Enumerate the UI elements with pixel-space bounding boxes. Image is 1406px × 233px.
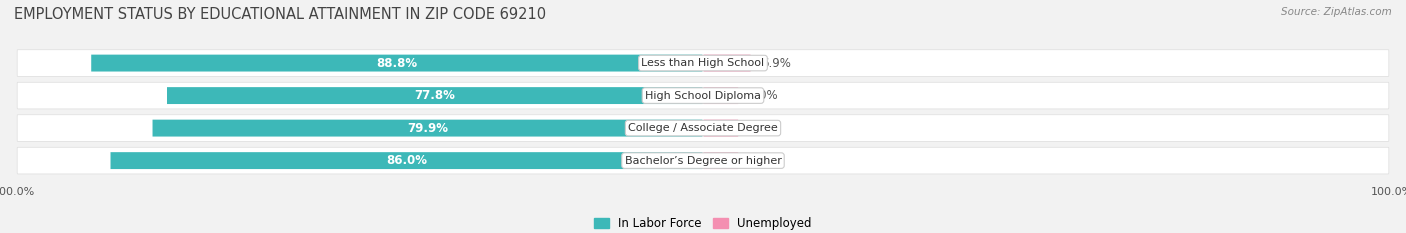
Text: EMPLOYMENT STATUS BY EDUCATIONAL ATTAINMENT IN ZIP CODE 69210: EMPLOYMENT STATUS BY EDUCATIONAL ATTAINM… (14, 7, 546, 22)
Text: 79.9%: 79.9% (408, 122, 449, 135)
FancyBboxPatch shape (152, 120, 703, 137)
FancyBboxPatch shape (703, 55, 751, 72)
Text: 86.0%: 86.0% (387, 154, 427, 167)
Text: 88.8%: 88.8% (377, 57, 418, 70)
FancyBboxPatch shape (91, 55, 703, 72)
FancyBboxPatch shape (17, 50, 1389, 76)
FancyBboxPatch shape (703, 120, 738, 137)
Text: 77.8%: 77.8% (415, 89, 456, 102)
Text: Source: ZipAtlas.com: Source: ZipAtlas.com (1281, 7, 1392, 17)
Text: High School Diploma: High School Diploma (645, 91, 761, 101)
Text: Bachelor’s Degree or higher: Bachelor’s Degree or higher (624, 156, 782, 166)
Text: 0.0%: 0.0% (748, 154, 778, 167)
Text: College / Associate Degree: College / Associate Degree (628, 123, 778, 133)
Text: 6.9%: 6.9% (761, 57, 790, 70)
FancyBboxPatch shape (703, 152, 738, 169)
FancyBboxPatch shape (17, 115, 1389, 141)
Legend: In Labor Force, Unemployed: In Labor Force, Unemployed (589, 212, 817, 233)
Text: 0.0%: 0.0% (748, 122, 778, 135)
FancyBboxPatch shape (111, 152, 703, 169)
FancyBboxPatch shape (17, 82, 1389, 109)
FancyBboxPatch shape (167, 87, 703, 104)
FancyBboxPatch shape (17, 147, 1389, 174)
FancyBboxPatch shape (703, 87, 738, 104)
Text: Less than High School: Less than High School (641, 58, 765, 68)
Text: 0.0%: 0.0% (748, 89, 778, 102)
